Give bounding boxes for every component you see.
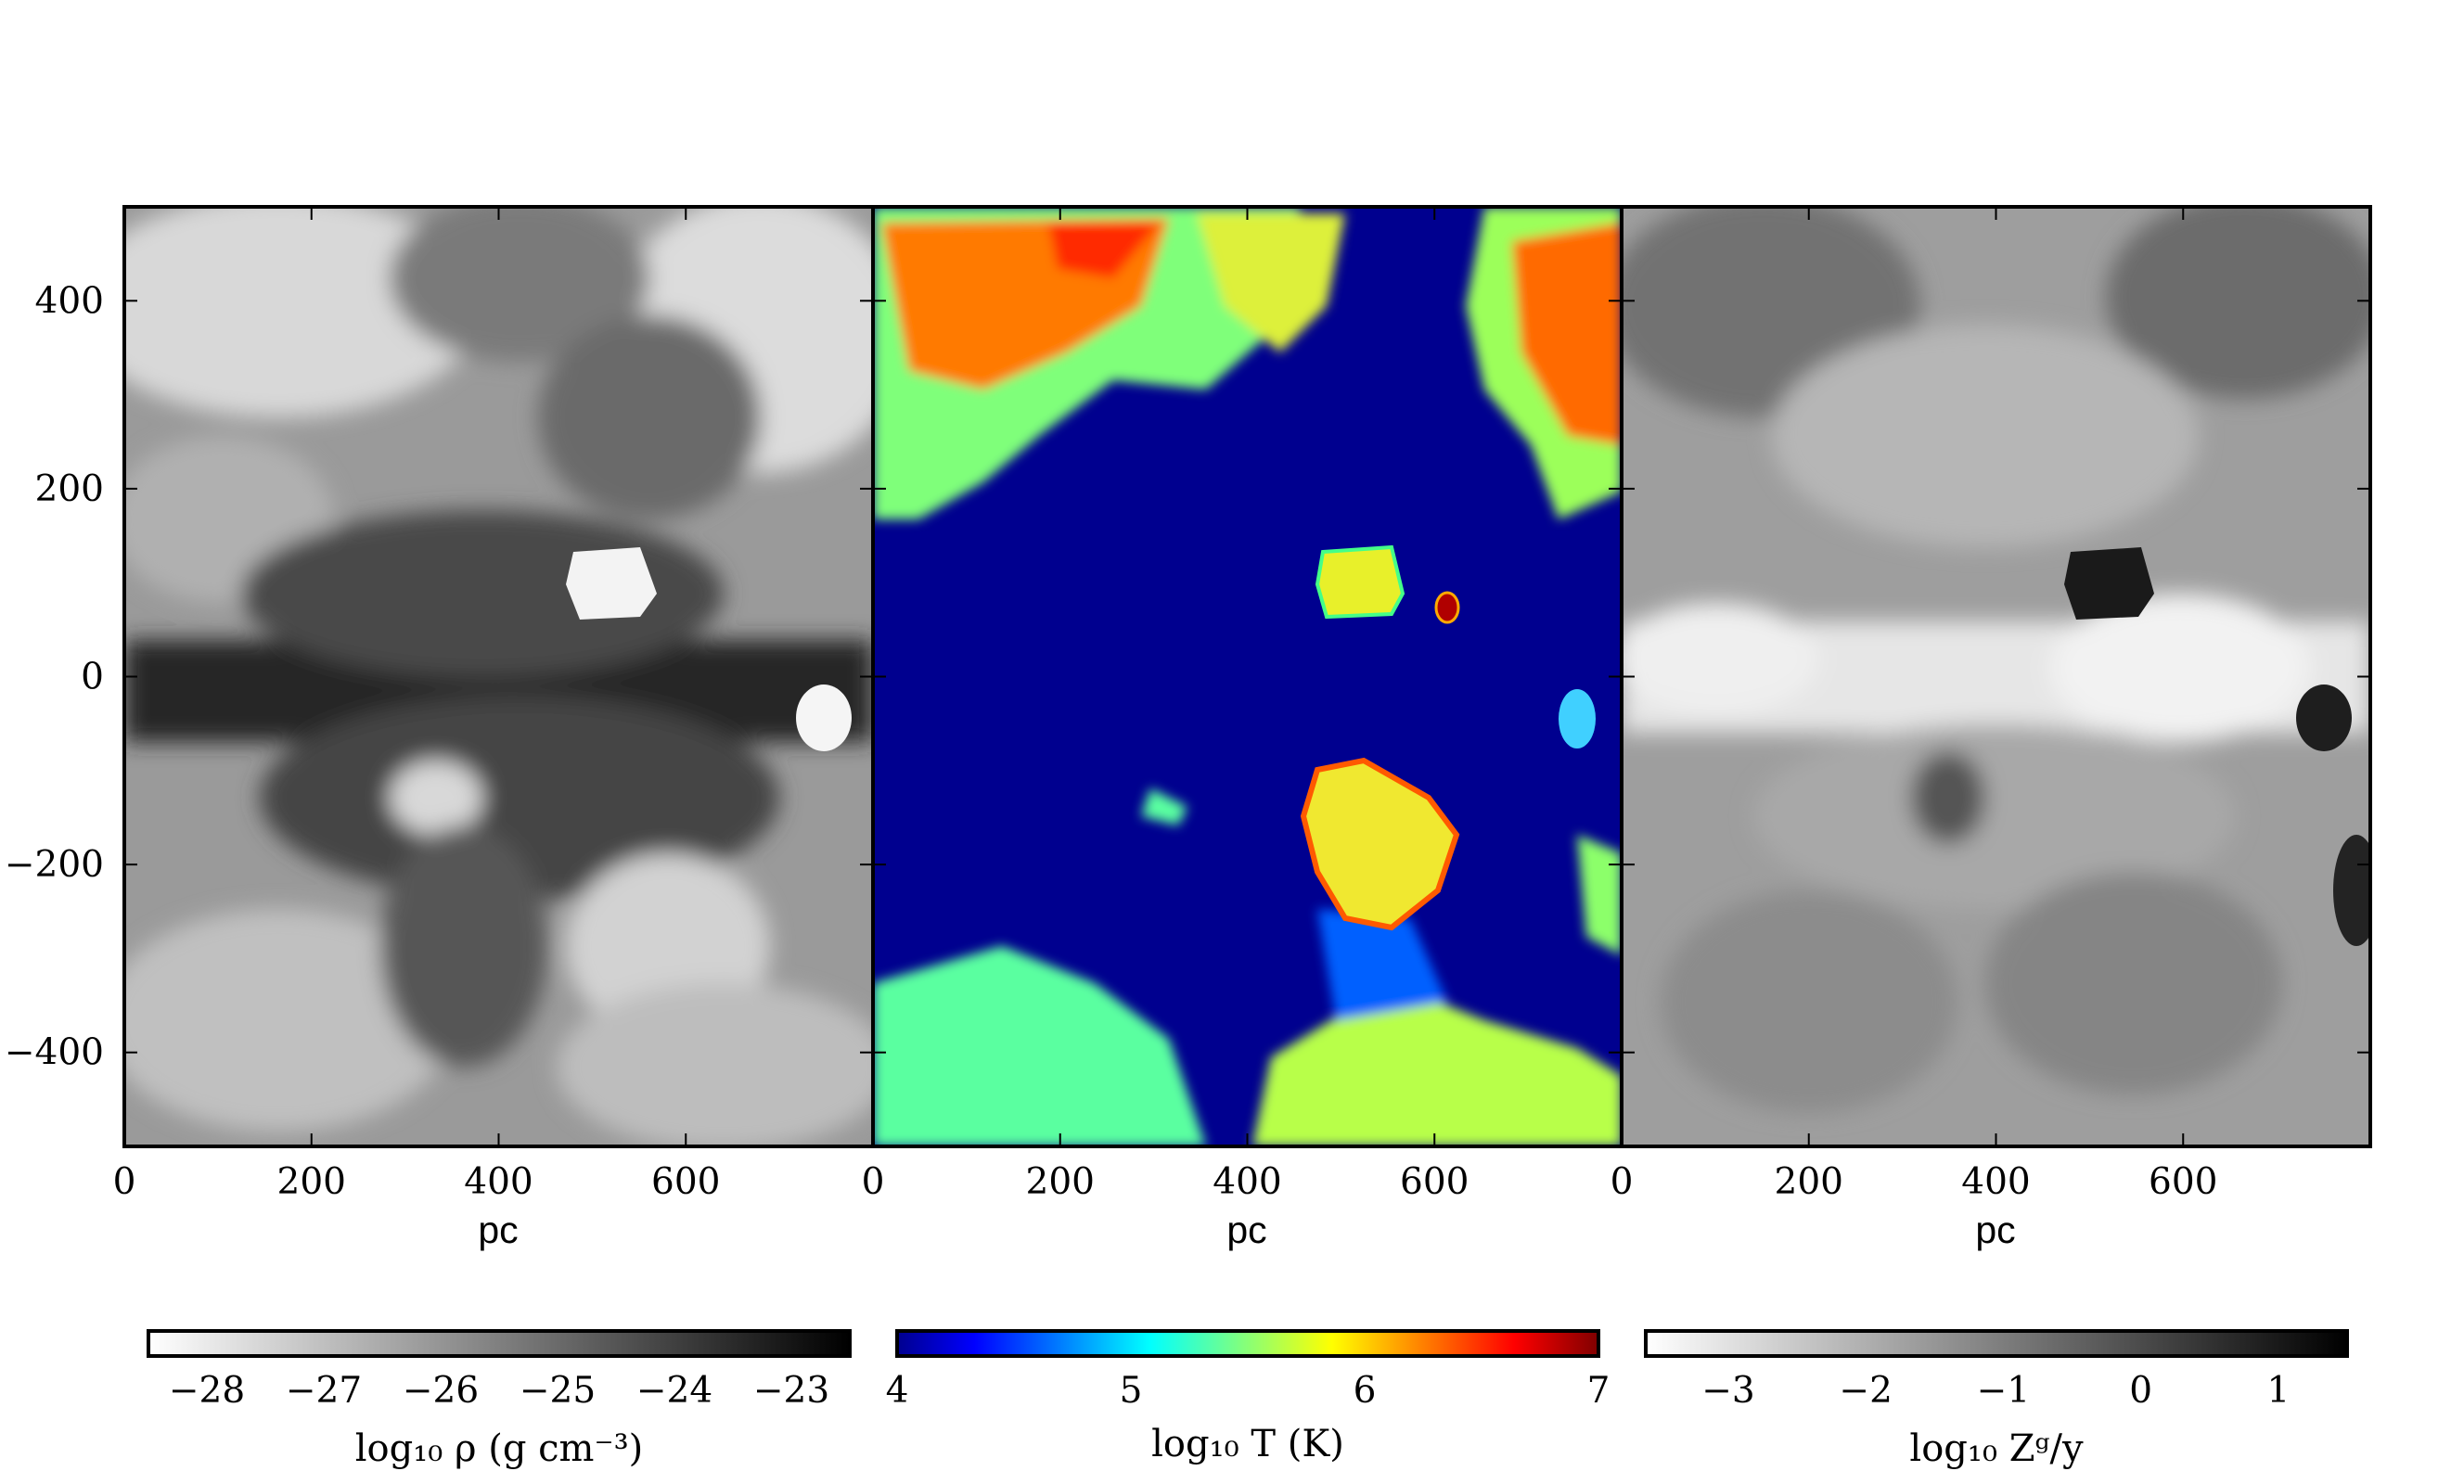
density-panel — [122, 205, 875, 1148]
colorbar-tick-label: 1 — [2266, 1370, 2290, 1412]
y-tick-label: 0 — [81, 657, 104, 698]
density-xlabel: pc — [478, 1209, 518, 1251]
metallicity-colorbar-bar — [1644, 1329, 2349, 1358]
x-tick-label: 400 — [1961, 1161, 2030, 1203]
metallicity-colorbar: log₁₀ Zᵍ/y — [1644, 1329, 2349, 1470]
x-tick-label: 0 — [1611, 1161, 1634, 1203]
density-image — [124, 207, 873, 1146]
temperature-colorbar: log₁₀ T (K) — [895, 1329, 1600, 1465]
colorbar-tick-label: −1 — [1977, 1370, 2031, 1412]
y-tick-label: −200 — [5, 844, 104, 886]
temperature-colorbar-label: log₁₀ T (K) — [1151, 1423, 1344, 1465]
colorbar-tick-label: 5 — [1120, 1370, 1143, 1412]
x-tick-label: 200 — [1775, 1161, 1843, 1203]
colorbar-tick-label: −28 — [169, 1370, 245, 1412]
metallicity-panel — [1620, 205, 2372, 1148]
colorbar-tick-label: −2 — [1839, 1370, 1893, 1412]
x-tick-label: 600 — [651, 1161, 720, 1203]
y-tick-label: −400 — [5, 1032, 104, 1074]
colorbar-tick-label: 0 — [2129, 1370, 2152, 1412]
density-colorbar-label: log₁₀ ρ (g cm⁻³) — [355, 1427, 644, 1470]
temperature-xlabel: pc — [1226, 1209, 1266, 1251]
x-tick-label: 0 — [862, 1161, 885, 1203]
density-colorbar-bar — [147, 1329, 852, 1358]
colorbar-tick-label: −27 — [286, 1370, 362, 1412]
colorbar-tick-label: −23 — [753, 1370, 829, 1412]
colorbar-tick-label: 6 — [1354, 1370, 1377, 1412]
temperature-colorbar-bar — [895, 1329, 1600, 1358]
x-tick-label: 200 — [277, 1161, 346, 1203]
x-tick-label: 600 — [1400, 1161, 1469, 1203]
temperature-panel — [871, 205, 1623, 1148]
metallicity-xlabel: pc — [1975, 1209, 2015, 1251]
colorbar-tick-label: 7 — [1587, 1370, 1611, 1412]
colorbar-tick-label: −3 — [1701, 1370, 1755, 1412]
metallicity-colorbar-label: log₁₀ Zᵍ/y — [1909, 1427, 2084, 1470]
x-tick-label: 400 — [1213, 1161, 1281, 1203]
x-tick-label: 0 — [113, 1161, 136, 1203]
density-colorbar: log₁₀ ρ (g cm⁻³) — [147, 1329, 852, 1470]
colorbar-tick-label: −24 — [636, 1370, 712, 1412]
colorbar-tick-label: −25 — [520, 1370, 596, 1412]
x-tick-label: 600 — [2149, 1161, 2217, 1203]
x-tick-label: 200 — [1026, 1161, 1095, 1203]
y-tick-label: 400 — [35, 280, 104, 322]
x-tick-label: 400 — [464, 1161, 533, 1203]
metallicity-image — [1622, 207, 2370, 1146]
temperature-image — [873, 207, 1622, 1146]
colorbar-tick-label: −26 — [403, 1370, 479, 1412]
colorbar-tick-label: 4 — [886, 1370, 909, 1412]
y-tick-label: 200 — [35, 468, 104, 510]
